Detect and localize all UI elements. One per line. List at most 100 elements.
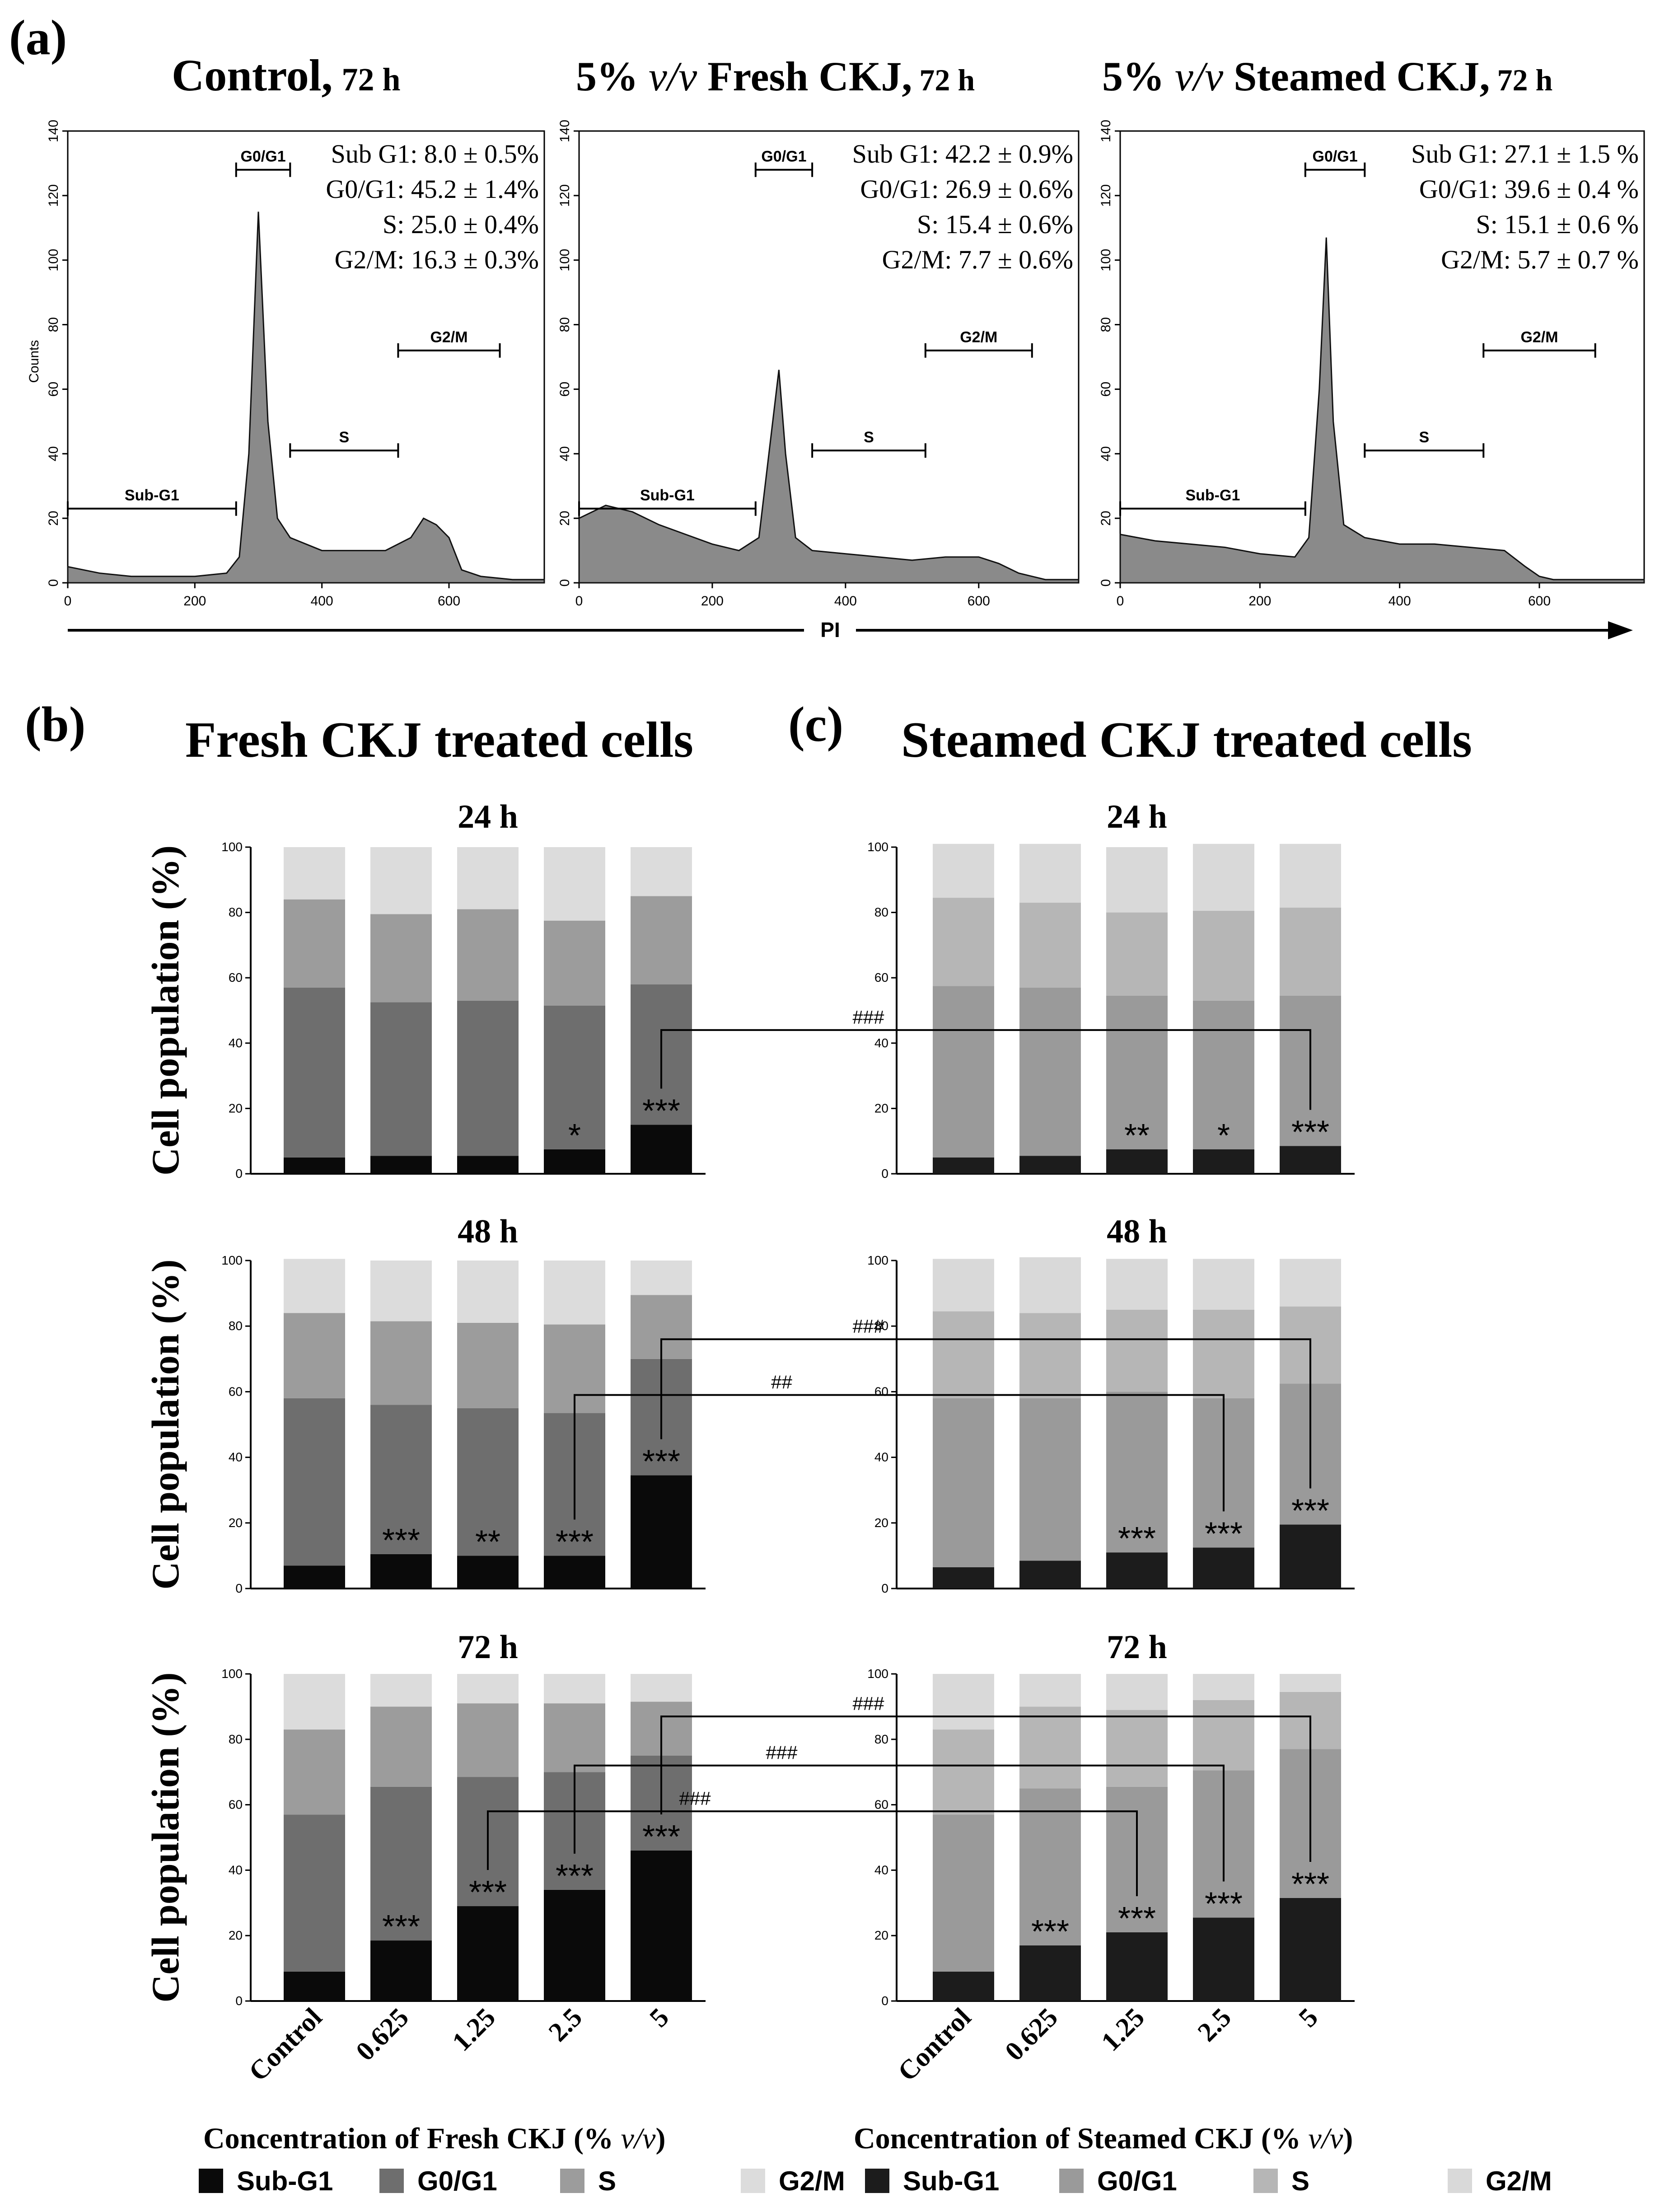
bar-y-tick-label: 100 — [867, 840, 888, 854]
steamed-xaxis-title: Concentration of Steamed CKJ (% v/v) — [854, 2122, 1353, 2155]
bar-segment-g2m — [933, 1674, 994, 1730]
bar-y-tick-label: 0 — [235, 1167, 243, 1181]
gate-label: Sub-G1 — [125, 487, 179, 504]
significance-stars: *** — [1291, 1115, 1329, 1151]
bar-segment-g0g1 — [284, 1398, 345, 1566]
x-tick-label: 600 — [968, 594, 990, 609]
bar-segment-g2m — [1193, 1259, 1254, 1310]
bar-y-tick-label: 40 — [874, 1450, 888, 1464]
legend-label: Sub-G1 — [903, 2166, 999, 2196]
bar-segment-g2m — [544, 1674, 605, 1704]
histogram-area — [67, 211, 545, 584]
bar-segment-g2m — [1019, 1257, 1081, 1313]
significance-stars: *** — [556, 1524, 594, 1560]
bar-segment-g0g1 — [457, 1000, 519, 1156]
bar-segment-s — [1193, 1309, 1254, 1398]
histogram-control: 0 20 40 60 80 100 120 140 0 200 400 600 Counts Sub-G1… — [27, 120, 545, 609]
gate-label: G0/G1 — [1313, 148, 1358, 165]
bar-y-tick-label: 20 — [874, 1101, 888, 1115]
bar-segment-g2m — [457, 1261, 519, 1323]
bar-segment-s — [370, 1706, 432, 1787]
bar-segment-s — [1019, 902, 1081, 988]
bar-segment-g0g1 — [284, 1814, 345, 1972]
y-tick-label: 0 — [1099, 579, 1113, 587]
bar-segment-g2m — [1106, 1259, 1168, 1310]
bar-segment-s — [284, 899, 345, 988]
bar-segment-g2m — [284, 847, 345, 900]
bar-y-tick-label: 80 — [229, 1732, 243, 1746]
bar-segment-sub-g1 — [1019, 1156, 1081, 1174]
steamed-section-title: Steamed CKJ treated cells — [901, 712, 1472, 768]
bar-segment-s — [370, 1321, 432, 1405]
significance-bracket — [487, 1810, 1138, 1896]
bar-segment-g2m — [631, 847, 692, 896]
bar-segment-g0g1 — [370, 1002, 432, 1156]
y-tick-label: 120 — [1099, 184, 1113, 207]
legend-swatch — [199, 2169, 223, 2193]
bar-segment-g2m — [544, 1261, 605, 1325]
fresh-section-title: Fresh CKJ treated cells — [185, 712, 693, 768]
legend-label: G0/G1 — [417, 2166, 497, 2196]
y-tick-label: 40 — [46, 446, 61, 461]
bar-segment-s — [1193, 910, 1254, 1001]
bar-segment-s — [933, 898, 994, 986]
legend-swatch — [1059, 2169, 1084, 2193]
significance-stars: *** — [1205, 1886, 1243, 1922]
bar-segment-sub-g1 — [933, 1157, 994, 1174]
bar-segment-g2m — [631, 1261, 692, 1295]
bar-segment-sub-g1 — [1280, 1146, 1341, 1174]
bar-y-tick-label: 60 — [229, 1384, 243, 1398]
bar-segment-s — [370, 914, 432, 1003]
y-tick-label: 100 — [557, 249, 572, 272]
bar-y-tick-label: 40 — [874, 1863, 888, 1877]
bar-y-tick-label: 60 — [874, 1384, 888, 1398]
bar-segment-s — [284, 1313, 345, 1398]
histogram-steamed: 0 20 40 60 80 100 120 140 0 200 400 600 Sub-G1 G0/G1 S… — [1099, 120, 1645, 609]
bracket-label: ### — [852, 1007, 884, 1028]
significance-stars: * — [568, 1118, 581, 1154]
bar-segment-sub-g1 — [370, 1554, 432, 1589]
bar-segment-s — [1019, 1313, 1081, 1398]
bar-segment-sub-g1 — [1019, 1945, 1081, 2001]
bar-y-tick-label: 40 — [874, 1036, 888, 1050]
bar-y-tick-label: 60 — [874, 970, 888, 984]
pi-axis-arrowhead — [1608, 621, 1633, 639]
bar-y-tick-label: 20 — [229, 1516, 243, 1530]
y-tick-label: 120 — [46, 184, 61, 207]
bar-chart-time-title: 48 h — [458, 1213, 518, 1250]
significance-bracket — [574, 1764, 1225, 1882]
bar-y-tick-label: 0 — [881, 1994, 888, 2008]
x-tick-label: 0 — [575, 594, 583, 609]
bar-segment-sub-g1 — [1193, 1917, 1254, 2001]
significance-stars: *** — [1031, 1914, 1069, 1950]
gate-label: G2/M — [960, 329, 997, 346]
significance-stars: *** — [1291, 1866, 1329, 1903]
panel-label-a: (a) — [9, 10, 67, 65]
bar-segment-g0g1 — [933, 986, 994, 1158]
bar-y-tick-label: 20 — [229, 1101, 243, 1115]
x-tick-label: 200 — [701, 594, 724, 609]
bar-segment-g2m — [457, 1674, 519, 1704]
histogram-title-fresh: 5% v/v Fresh CKJ, 72 h — [576, 53, 975, 99]
legend-label: S — [598, 2166, 616, 2196]
legend-swatch — [865, 2169, 889, 2193]
bar-y-tick-label: 80 — [874, 1319, 888, 1333]
bar-segment-sub-g1 — [1106, 1149, 1168, 1174]
bar-segment-g2m — [370, 847, 432, 914]
bar-segment-s — [544, 1703, 605, 1772]
bar-segment-sub-g1 — [544, 1556, 605, 1589]
y-tick-label: 20 — [557, 511, 572, 525]
bar-segment-s — [1106, 1710, 1168, 1787]
bar-segment-g2m — [1280, 1674, 1341, 1692]
bar-segment-sub-g1 — [933, 1567, 994, 1589]
bar-segment-sub-g1 — [1280, 1898, 1341, 2001]
bar-segment-s — [933, 1311, 994, 1398]
bar-segment-g2m — [370, 1674, 432, 1707]
histogram-title-steamed: 5% v/v Steamed CKJ, 72 h — [1102, 53, 1552, 99]
bar-segment-sub-g1 — [457, 1556, 519, 1589]
y-tick-label: 40 — [557, 446, 572, 461]
histogram-stat: G2/M: 7.7 ± 0.6% — [882, 245, 1073, 274]
bar-y-tick-label: 40 — [229, 1450, 243, 1464]
bar-segment-sub-g1 — [631, 1475, 692, 1589]
bar-segment-sub-g1 — [370, 1940, 432, 2001]
